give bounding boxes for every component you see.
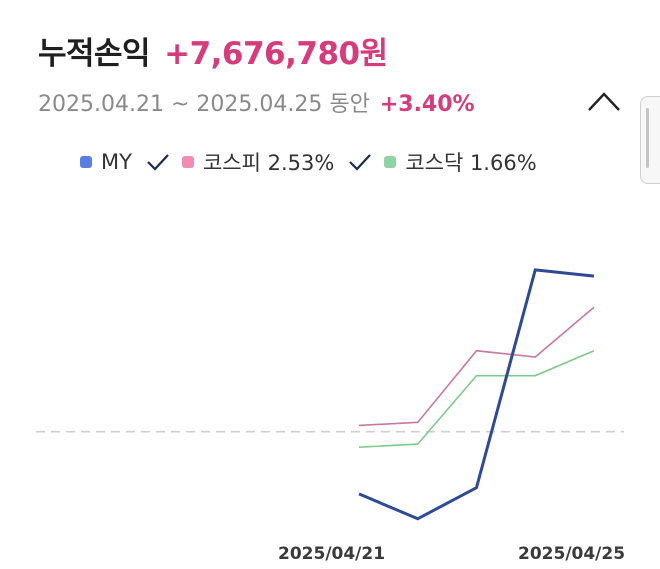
- x-tick-label-end: 2025/04/25: [518, 544, 626, 564]
- legend-dot-kosdaq: [384, 156, 397, 168]
- cumulative-profit-amount: +7,676,780원: [164, 36, 388, 72]
- period-summary: 2025.04.21 ~ 2025.04.25 동안 +3.40%: [38, 86, 475, 118]
- legend-label-kospi: 코스피 2.53%: [202, 151, 335, 175]
- legend-label-kosdaq: 코스닥 1.66%: [405, 151, 537, 175]
- legend-dot-kospi: [181, 156, 194, 168]
- x-tick-label-start: 2025/04/21: [278, 544, 386, 564]
- legend-item-my: MY: [80, 150, 132, 174]
- series-line-my: [358, 268, 595, 521]
- chevron-up-icon: [588, 92, 620, 111]
- series-line-kosdaq: [358, 350, 595, 449]
- legend-item-kosdaq[interactable]: 코스닥 1.66%: [384, 147, 537, 177]
- series-line-kospi: [358, 306, 595, 427]
- chart-legend: MY 코스피 2.53% 코스닥 1.66%: [80, 147, 537, 177]
- side-panel-handle[interactable]: [640, 96, 660, 184]
- legend-dot-my: [80, 156, 92, 168]
- kosdaq-check-icon[interactable]: [348, 152, 372, 172]
- page-title: 누적손익: [38, 36, 151, 72]
- summary-header: 누적손익 +7,676,780원: [38, 28, 388, 73]
- side-panel-grip: [646, 108, 649, 168]
- period-return-rate: +3.40%: [379, 92, 475, 117]
- period-range: 2025.04.21 ~ 2025.04.25 동안: [38, 92, 370, 117]
- legend-item-kospi[interactable]: 코스피 2.53%: [181, 147, 335, 177]
- legend-label-my: MY: [101, 150, 132, 174]
- kospi-check-icon[interactable]: [146, 152, 170, 172]
- collapse-button[interactable]: [584, 86, 624, 116]
